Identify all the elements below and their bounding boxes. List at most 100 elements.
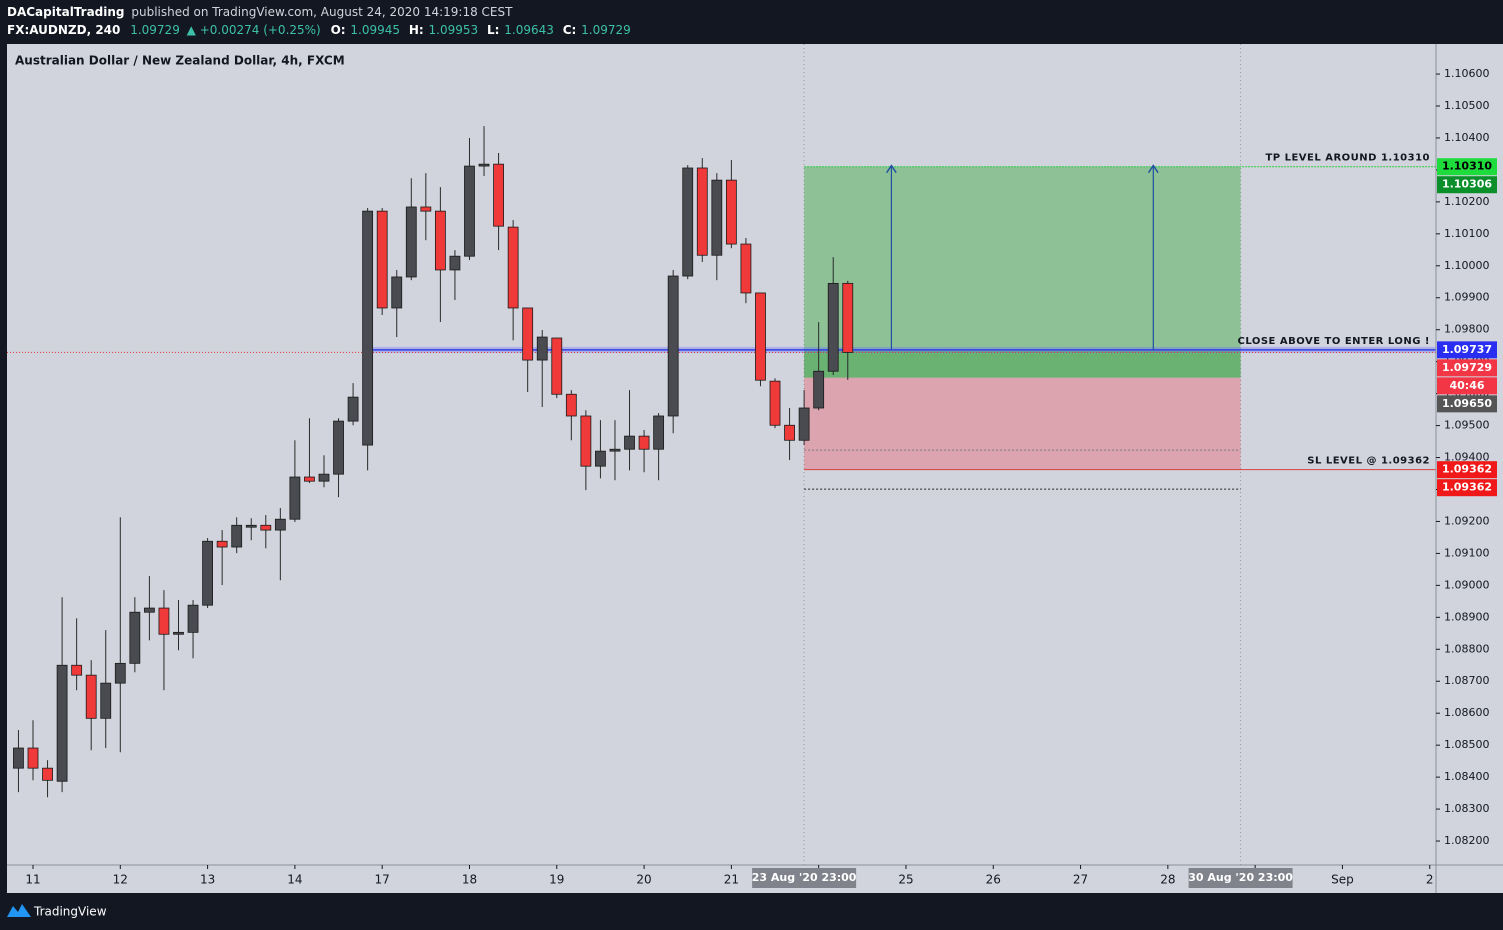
candle-body: [478, 163, 490, 167]
x-tick-label: 28: [1160, 873, 1175, 887]
candle-body: [653, 415, 665, 450]
y-tick-label: 1.08900: [1444, 610, 1490, 623]
y-tick-label: 1.09500: [1444, 419, 1490, 432]
candle-body: [842, 282, 854, 353]
y-tick-label: 1.08200: [1444, 834, 1490, 847]
price-label-box: [1437, 461, 1497, 479]
candle-body: [449, 255, 461, 271]
candle-body: [565, 393, 577, 417]
annotation: SL LEVEL @ 1.09362: [1307, 456, 1430, 467]
candle-body: [536, 336, 548, 361]
time-marker-label: 30 Aug '20 23:00: [1188, 871, 1293, 884]
candle-body: [274, 518, 286, 531]
candle-body: [522, 307, 534, 361]
candle-body: [347, 396, 359, 422]
y-tick-label: 1.08500: [1444, 738, 1490, 751]
x-tick-label: 17: [375, 873, 390, 887]
change: ▲ +0.00274 (+0.25%): [187, 23, 321, 37]
y-tick-label: 1.10500: [1444, 99, 1490, 112]
y-tick-label: 1.09100: [1444, 546, 1490, 559]
plot-area: TP LEVEL AROUND 1.10310 CLOSE ABOVE TO EN…: [7, 44, 1436, 865]
candle-body: [711, 179, 723, 256]
price-label: 1.09362: [1442, 463, 1492, 476]
x-tick-label: 21: [724, 873, 739, 887]
axes: 1.106001.105001.104001.103001.102001.101…: [7, 44, 1503, 893]
y-tick-label: 1.10000: [1444, 259, 1490, 272]
time-marker-box: [752, 868, 857, 888]
candle-body: [827, 282, 839, 372]
y-tick-label: 1.09400: [1444, 451, 1490, 464]
x-tick-label: 27: [1073, 873, 1088, 887]
brand-logo: [7, 904, 31, 917]
candle-body: [696, 167, 708, 256]
x-tick-label: 11: [25, 873, 40, 887]
price-label-box: [1437, 341, 1497, 359]
y-tick-label: 1.09800: [1444, 323, 1490, 336]
candle-body: [493, 163, 504, 227]
candle-body: [682, 167, 694, 277]
header-line-2: FX:AUDNZD, 240 1.09729 ▲ +0.00274 (+0.25…: [7, 23, 631, 37]
candle-body: [173, 631, 184, 635]
candle-body: [143, 607, 155, 613]
footer-bar: [0, 893, 1503, 930]
y-tick-label: 1.08400: [1444, 770, 1490, 783]
time-marker-box: [1188, 868, 1293, 888]
candle-body: [464, 165, 475, 257]
ohlc-value: 1.09953: [429, 23, 479, 37]
candle-body: [420, 206, 432, 212]
candle-body: [740, 243, 752, 294]
candle-body: [638, 435, 650, 450]
candle-body: [580, 415, 592, 467]
candle-body: [391, 276, 403, 309]
candle-body: [507, 226, 519, 309]
annotation: CLOSE ABOVE TO ENTER LONG !: [1238, 336, 1431, 347]
price-label-box: [1437, 377, 1497, 395]
annotation: TP LEVEL AROUND 1.10310: [1265, 153, 1430, 164]
candle-body: [318, 473, 330, 482]
candle-body: [85, 674, 97, 719]
candle-body: [769, 380, 781, 426]
target-zone: [804, 166, 1241, 378]
ohlc-label: C:: [563, 23, 577, 37]
x-tick-label: 13: [200, 873, 215, 887]
candle-body: [13, 747, 24, 769]
candle-body: [725, 179, 737, 245]
ohlc-value: 1.09945: [350, 23, 400, 37]
price-label: 1.10306: [1442, 178, 1492, 191]
price-label-box: [1437, 395, 1497, 413]
time-marker-label: 23 Aug '20 23:00: [752, 871, 857, 884]
header-line-1: DACapitalTrading published on TradingVie…: [7, 5, 513, 19]
candle-body: [784, 424, 795, 441]
candle-body: [129, 611, 141, 664]
candle-body: [187, 604, 199, 633]
candle-body: [100, 682, 112, 719]
candle-body: [667, 275, 679, 417]
price-label: 1.09729: [1442, 361, 1492, 374]
y-tick-label: 1.08300: [1444, 802, 1490, 815]
x-tick-label: 12: [113, 873, 128, 887]
candle-body: [595, 450, 606, 467]
price-label: 40:46: [1449, 379, 1484, 392]
candle-body: [56, 664, 68, 782]
y-tick-label: 1.10600: [1444, 67, 1490, 80]
trigger-zone: [804, 349, 1241, 378]
x-tick-label: 2: [1426, 873, 1434, 887]
candle-body: [42, 767, 53, 781]
price-label-box: [1437, 359, 1497, 377]
candle-body: [71, 664, 83, 676]
candle-body: [158, 607, 170, 635]
candle-body: [289, 476, 301, 520]
x-tick-label: 20: [636, 873, 651, 887]
x-tick-label: 26: [986, 873, 1001, 887]
x-tick-label: 19: [549, 873, 564, 887]
x-tick-label: 14: [287, 873, 302, 887]
candle-body: [798, 407, 810, 441]
y-tick-label: 1.08700: [1444, 674, 1490, 687]
price-label: 1.10310: [1442, 160, 1492, 173]
candle-body: [27, 747, 39, 769]
candle-body: [813, 370, 825, 409]
y-tick-label: 1.10200: [1444, 195, 1490, 208]
y-tick-label: 1.08600: [1444, 706, 1490, 719]
y-tick-label: 1.09000: [1444, 578, 1490, 591]
candle-body: [405, 206, 417, 278]
